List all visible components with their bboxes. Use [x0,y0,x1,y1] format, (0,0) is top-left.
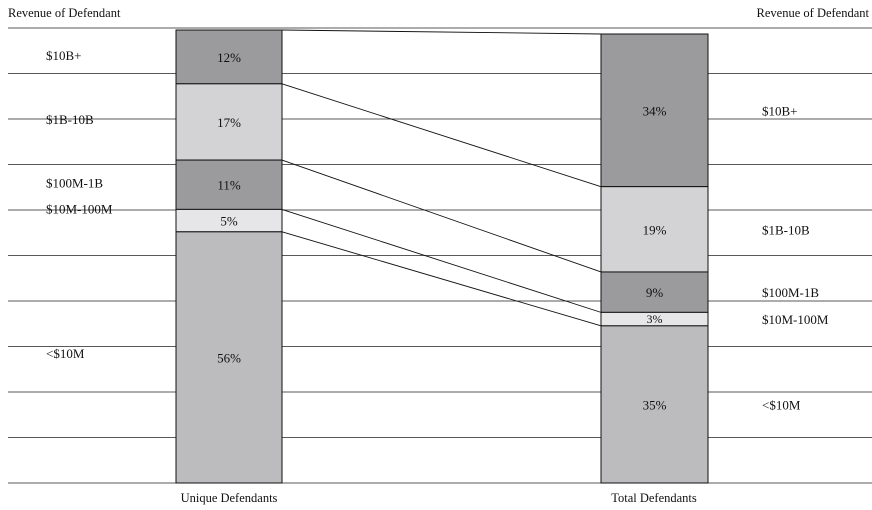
right-axis-title: Revenue of Defendant [757,6,870,20]
data-label: 19% [643,222,667,237]
segment-name-label: $100M-1B [46,176,103,191]
bar-segment [175,83,283,161]
bar-segment [600,33,709,188]
data-label: 17% [217,115,241,130]
connector-line [281,83,602,188]
bar-segment [600,325,709,484]
data-label: 12% [217,50,241,65]
category-label-unique: Unique Defendants [181,491,278,505]
data-label: 9% [646,285,664,300]
data-label: 34% [643,103,667,118]
category-label-total: Total Defendants [611,491,697,505]
data-label: 11% [217,178,241,193]
connector-lines [281,29,602,327]
segment-name-label: $100M-1B [762,285,819,300]
connector-line [281,231,602,327]
segment-name-label: $1B-10B [46,112,94,127]
segment-name-label: <$10M [762,397,801,412]
segment-name-label: $10B+ [762,103,798,118]
data-label: 35% [643,397,667,412]
segment-name-label: <$10M [46,346,85,361]
connector-line [281,29,602,35]
segment-name-label: $10M-100M [46,202,113,217]
bar-segment [175,29,283,85]
data-label: 3% [647,312,663,326]
labels: 12% $10B+ 17% $1B-10B 11% $100M-1B 5% $10M-100M… [46,48,829,413]
data-label: 56% [217,350,241,365]
segment-name-label: $10M-100M [762,312,829,327]
data-label: 5% [220,214,238,229]
left-axis-title: Revenue of Defendant [8,6,121,20]
segment-name-label: $10B+ [46,48,82,63]
connector-line [281,208,602,313]
gridlines [8,27,872,484]
bar-segment [175,159,283,210]
connector-line [281,159,602,273]
bars [175,29,709,484]
bar-segment [600,186,709,273]
segment-name-label: $1B-10B [762,222,810,237]
bar-segment [175,231,283,484]
